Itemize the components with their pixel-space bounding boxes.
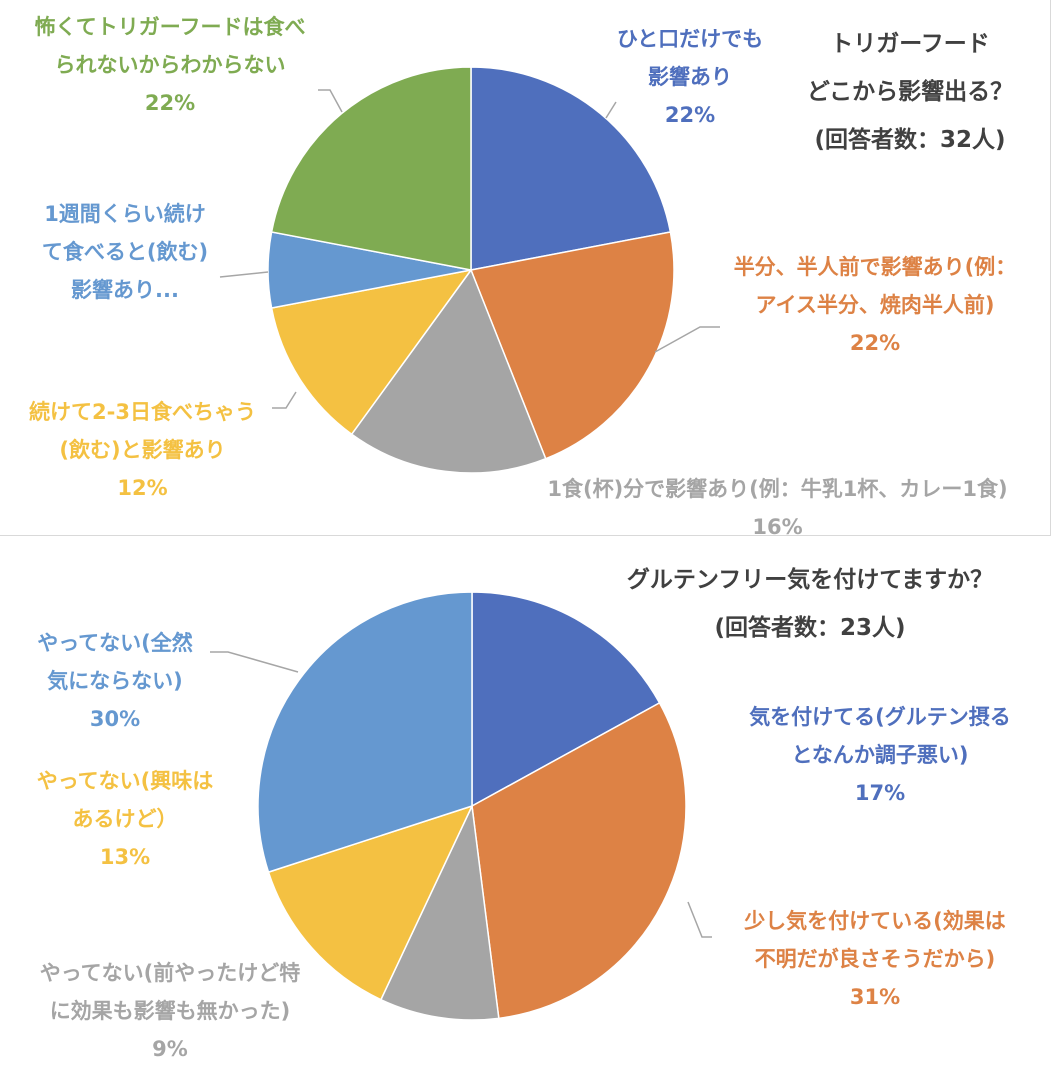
- pie-slice: [470, 66, 672, 271]
- slice-label: やってない(興味は あるけど） 13%: [10, 762, 240, 876]
- slice-percent: 31%: [849, 985, 901, 1009]
- chart-title-line: (回答者数：32人): [814, 127, 1006, 153]
- slice-label-text: ひと口だけでも: [616, 27, 764, 51]
- slice-label-text: アイス半分、焼肉半人前): [755, 293, 995, 317]
- slice-label-text: に効果も影響も無かった): [49, 999, 291, 1023]
- slice-label-text: 影響あり: [648, 65, 732, 89]
- slice-label: 気を付けてる(グルテン摂る となんか調子悪い) 17%: [710, 698, 1050, 812]
- pie-slice: [270, 66, 472, 271]
- slice-label-text: あるけど）: [72, 807, 178, 831]
- leader-line: [318, 89, 343, 113]
- slice-percent: 13%: [99, 845, 151, 869]
- chart-title-line: トリガーフード: [830, 31, 990, 57]
- slice-percent: 30%: [89, 707, 141, 731]
- slice-label-text: られないからわからない: [54, 53, 286, 77]
- slice-label: 1食(杯)分で影響あり(例：牛乳1杯、カレー1食) 16%: [505, 470, 1050, 546]
- slice-label-text: 影響あり...: [71, 278, 179, 302]
- slice-percent: 22%: [144, 91, 196, 115]
- chart-title-line: (回答者数：23人): [714, 615, 906, 641]
- pie-slice: [350, 268, 547, 474]
- slice-label-text: やってない(興味は: [36, 769, 214, 793]
- slice-label-text: 気にならない): [47, 669, 183, 693]
- leader-line: [605, 101, 617, 119]
- slice-percent: 12%: [117, 476, 168, 500]
- pie-slice: [270, 268, 473, 436]
- slice-label-text: 続けて2-3日食べちゃう: [29, 400, 256, 424]
- pie-chart-gluten-free: [210, 591, 712, 1021]
- slice-label-text: 不明だが良さそうだから): [754, 947, 996, 971]
- leader-line: [687, 901, 712, 938]
- pie-slice: [469, 231, 675, 460]
- slice-label-text: 1食(杯)分で影響あり(例：牛乳1杯、カレー1食): [547, 477, 1008, 501]
- slice-label: 怖くてトリガーフードは食べ られないからわからない 22%: [0, 8, 340, 122]
- slice-label-text: 半分、半人前で影響あり(例：: [733, 255, 1017, 279]
- leader-line: [654, 326, 720, 353]
- chart-panel-trigger-food: トリガーフード どこから影響出る？ (回答者数：32人) ひと口だけでも 影響あ…: [0, 0, 1051, 539]
- slice-label-text: となんか調子悪い): [791, 743, 969, 767]
- slice-label: やってない(前やったけど特 に効果も影響も無かった) 9%: [10, 954, 330, 1068]
- chart-panel-gluten-free: グルテンフリー気を付けてますか？ (回答者数：23人) 気を付けてる(グルテン摂…: [0, 540, 1051, 1063]
- pie-slice: [257, 591, 473, 874]
- slice-label-text: やってない(全然: [37, 631, 193, 655]
- slice-label: 続けて2-3日食べちゃう (飲む)と影響あり 12%: [10, 393, 275, 507]
- slice-percent: 22%: [849, 331, 901, 355]
- slice-label: やってない(全然 気にならない) 30%: [15, 624, 215, 738]
- slice-percent: 16%: [752, 515, 803, 539]
- chart-title-line: どこから影響出る？: [806, 79, 1014, 105]
- slice-percent: 17%: [854, 781, 906, 805]
- pie-slice: [471, 701, 687, 1020]
- slice-label-text: て食べると(飲む): [41, 240, 209, 264]
- pie-chart-trigger-food: [219, 66, 720, 474]
- chart-title-line: グルテンフリー気を付けてますか？: [626, 567, 994, 593]
- slice-label-text: 気を付けてる(グルテン摂る: [749, 705, 1011, 729]
- slice-label-text: 1週間くらい続け: [44, 202, 206, 226]
- slice-label-text: やってない(前やったけど特: [39, 961, 301, 985]
- slice-percent: 22%: [664, 103, 716, 127]
- slice-label-text: (飲む)と影響あり: [59, 438, 226, 462]
- slice-label: ひと口だけでも 影響あり 22%: [590, 20, 790, 134]
- pie-slice: [379, 803, 500, 1021]
- chart-title: トリガーフード どこから影響出る？ (回答者数：32人): [770, 20, 1050, 164]
- chart-title: グルテンフリー気を付けてますか？ (回答者数：23人): [570, 556, 1050, 652]
- slice-label: 半分、半人前で影響あり(例： アイス半分、焼肉半人前) 22%: [700, 248, 1050, 362]
- slice-label: 少し気を付けている(効果は 不明だが良さそうだから) 31%: [705, 902, 1045, 1016]
- leader-line: [272, 391, 297, 409]
- slice-label-text: 怖くてトリガーフードは食べ: [34, 15, 306, 39]
- leader-line: [219, 271, 269, 278]
- slice-label-text: 少し気を付けている(効果は: [744, 909, 1006, 933]
- slice-percent: 9%: [152, 1037, 188, 1061]
- pie-slice: [471, 591, 661, 808]
- slice-label: 1週間くらい続け て食べると(飲む) 影響あり...: [30, 195, 220, 309]
- leader-line: [210, 651, 299, 673]
- pie-slice: [267, 804, 474, 1001]
